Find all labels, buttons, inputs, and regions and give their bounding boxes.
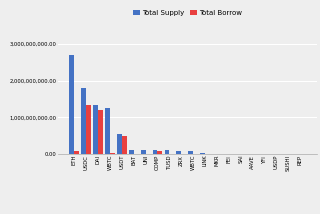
Bar [122, 136, 126, 154]
Bar [141, 150, 146, 154]
Bar [74, 151, 79, 154]
Bar [117, 134, 122, 154]
Bar [69, 55, 74, 154]
Bar [86, 105, 91, 154]
Bar [110, 153, 115, 154]
Bar [177, 151, 181, 154]
Bar [164, 150, 169, 154]
Bar [212, 153, 217, 154]
Bar [188, 151, 193, 154]
Bar [153, 150, 157, 154]
Bar [200, 153, 205, 154]
Legend: Total Supply, Total Borrow: Total Supply, Total Borrow [133, 10, 242, 16]
Bar [81, 88, 86, 154]
Bar [157, 151, 162, 154]
Bar [129, 150, 134, 154]
Bar [105, 108, 110, 154]
Bar [98, 110, 103, 154]
Bar [93, 105, 98, 154]
